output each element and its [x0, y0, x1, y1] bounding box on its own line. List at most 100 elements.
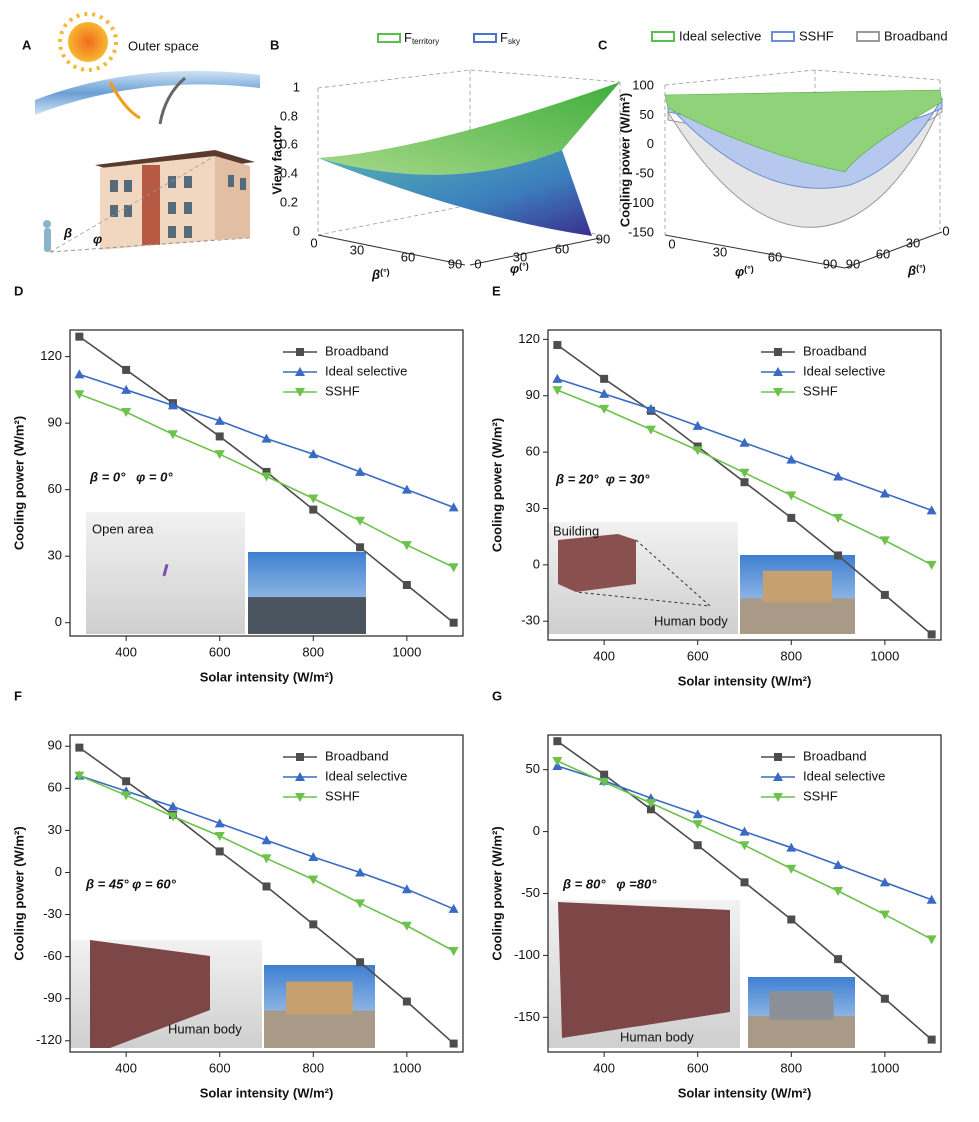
data-point	[215, 432, 224, 441]
condition-label: β = 80° φ =80°	[562, 876, 657, 891]
legend-marker	[295, 772, 305, 781]
inset-wall	[90, 940, 210, 1048]
axis-label: φ(°)	[735, 264, 754, 279]
legend-swatch	[377, 33, 401, 43]
y-tick-label: 90	[48, 415, 62, 430]
x-tick-label: 1000	[870, 1060, 899, 1075]
data-point	[355, 899, 366, 909]
data-point	[309, 505, 318, 514]
x-tick-label: 1000	[392, 1060, 421, 1075]
data-point	[599, 388, 610, 398]
data-point	[740, 878, 749, 887]
data-point	[927, 630, 936, 639]
data-point	[122, 365, 131, 374]
y-tick-label: 60	[555, 241, 569, 256]
z-tick-label: 1	[293, 79, 300, 94]
legend-marker	[774, 753, 782, 761]
data-point	[880, 994, 889, 1003]
y-tick-label: 50	[526, 761, 540, 776]
z-axis-label: View factor	[269, 125, 284, 194]
data-point	[693, 841, 702, 850]
data-point	[552, 386, 563, 396]
data-point	[261, 472, 272, 482]
data-point	[74, 369, 85, 379]
data-point	[553, 341, 562, 350]
data-point	[692, 809, 703, 819]
legend-main: F	[404, 30, 412, 45]
legend-label: Broadband	[325, 748, 389, 763]
panel-label: C	[598, 37, 608, 52]
data-point	[261, 433, 272, 443]
axis-symbol: β	[371, 267, 380, 282]
data-point	[355, 516, 366, 526]
plot-frame	[69, 734, 464, 1053]
data-point	[879, 910, 890, 920]
axis-label: β(°)	[907, 263, 926, 278]
y-tick-label: -30	[43, 906, 62, 921]
x-tick-label: 60	[768, 249, 782, 264]
data-point	[121, 408, 132, 418]
inset-photo-building	[286, 981, 353, 1015]
data-point	[122, 777, 131, 786]
data-point	[692, 446, 703, 456]
legend-sub: sky	[508, 37, 520, 46]
data-point	[926, 505, 937, 515]
data-point	[261, 835, 272, 845]
inset-label: Open area	[92, 521, 154, 536]
inset-photo-ground	[264, 1010, 375, 1048]
inset-label: Human body	[168, 1021, 242, 1036]
legend-marker	[296, 753, 304, 761]
data-point	[121, 791, 132, 801]
legend-swatch	[856, 31, 880, 42]
y-tick-label: 0	[55, 864, 62, 879]
data-point	[599, 778, 610, 788]
z-tick-label: 0	[293, 223, 300, 238]
legend-swatch	[771, 31, 795, 42]
x-tick-label: 800	[302, 1060, 324, 1075]
data-point	[834, 551, 843, 560]
y-tick-label: 90	[526, 387, 540, 402]
data-point	[692, 820, 703, 830]
data-point	[449, 1039, 458, 1048]
legend-label: Fsky	[500, 30, 520, 46]
data-point	[401, 921, 412, 931]
data-point	[167, 430, 178, 440]
angle-label: φ	[93, 231, 102, 246]
x-axis-label: Solar intensity (W/m²)	[200, 1085, 334, 1100]
inset-photo-ground	[748, 1016, 855, 1048]
x-tick-label: 0	[310, 235, 317, 250]
x-tick-label: 60	[401, 249, 415, 264]
legend-label: Ideal selective	[325, 363, 407, 378]
x-tick-label: 1000	[392, 644, 421, 659]
y-tick-label: 0	[474, 256, 481, 271]
x-tick-label: 90	[823, 256, 837, 271]
data-point	[787, 915, 796, 924]
data-point	[739, 437, 750, 447]
data-point	[448, 947, 459, 957]
panel-label: A	[22, 37, 32, 52]
data-point	[879, 877, 890, 887]
y-tick-label: 30	[513, 249, 527, 264]
data-point	[646, 805, 655, 814]
data-point	[167, 801, 178, 811]
y-tick-label: 90	[846, 256, 860, 271]
inset-sightline	[575, 539, 712, 607]
data-point	[309, 920, 318, 929]
inset-building	[558, 534, 636, 592]
data-point	[401, 484, 412, 494]
axis-symbol: β	[907, 263, 916, 278]
data-point	[74, 771, 85, 781]
data-point	[552, 757, 563, 767]
z-tick-label: -50	[635, 166, 654, 181]
y-tick-label: -120	[36, 1032, 62, 1047]
legend-marker	[295, 388, 305, 397]
x-axis-label: Solar intensity (W/m²)	[200, 669, 334, 684]
data-point	[262, 882, 271, 891]
z-axis-label: Cooling power (W/m²)	[617, 93, 632, 227]
inset-label: Human body	[620, 1029, 694, 1044]
legend-marker	[773, 772, 783, 781]
data-point	[880, 590, 889, 599]
data-point	[75, 332, 84, 341]
data-point	[739, 826, 750, 836]
legend-label: Broadband	[325, 343, 389, 358]
